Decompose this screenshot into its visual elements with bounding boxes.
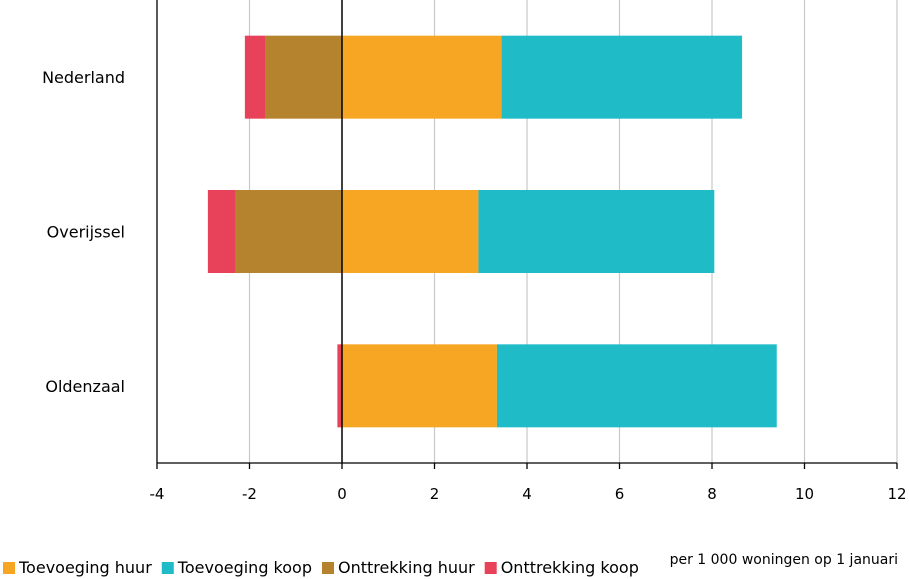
category-label: Oldenzaal xyxy=(45,377,125,396)
x-tick-label: -2 xyxy=(242,485,257,503)
legend: Toevoeging huur Toevoeging koop Onttrekkin… xyxy=(3,558,639,577)
legend-label: Onttrekking koop xyxy=(501,558,639,577)
bar-segment xyxy=(207,190,236,273)
legend-label: Toevoeging koop xyxy=(177,558,312,577)
legend-label: Toevoeging huur xyxy=(18,558,152,577)
legend-swatch xyxy=(484,562,497,574)
legend-label: Onttrekking huur xyxy=(338,558,475,577)
x-tick-label: 2 xyxy=(430,485,440,503)
x-axis-label: per 1 000 woningen op 1 januari xyxy=(670,552,898,568)
category-label: Nederland xyxy=(42,68,125,87)
legend-swatch xyxy=(3,562,15,574)
category-labels: Nederland Overijssel Oldenzaal xyxy=(42,68,125,396)
bar-segment xyxy=(244,35,266,119)
x-tick-label: 8 xyxy=(707,485,717,503)
bar-segment xyxy=(501,35,743,119)
x-tick-label: 10 xyxy=(795,485,814,503)
bar-segment xyxy=(342,35,502,119)
x-tick-label: 4 xyxy=(522,485,532,503)
bar-segment xyxy=(478,190,715,273)
x-tick-label: 0 xyxy=(337,485,347,503)
category-label: Overijssel xyxy=(47,223,125,242)
x-tick-label: 12 xyxy=(887,485,906,503)
x-tick-label: -4 xyxy=(150,485,165,503)
bar-segment xyxy=(265,35,342,119)
bar-segment xyxy=(337,344,342,428)
bar-segment xyxy=(342,190,479,273)
bar-segment xyxy=(496,344,777,428)
x-tick-labels: -4 -2 0 2 4 6 8 10 12 xyxy=(150,485,907,503)
legend-swatch xyxy=(321,562,334,574)
x-tick-label: 6 xyxy=(615,485,625,503)
bar-segment xyxy=(342,344,497,428)
bar-segment xyxy=(235,190,342,273)
axes xyxy=(156,0,898,469)
bars xyxy=(207,35,777,428)
legend-swatch xyxy=(161,562,174,574)
